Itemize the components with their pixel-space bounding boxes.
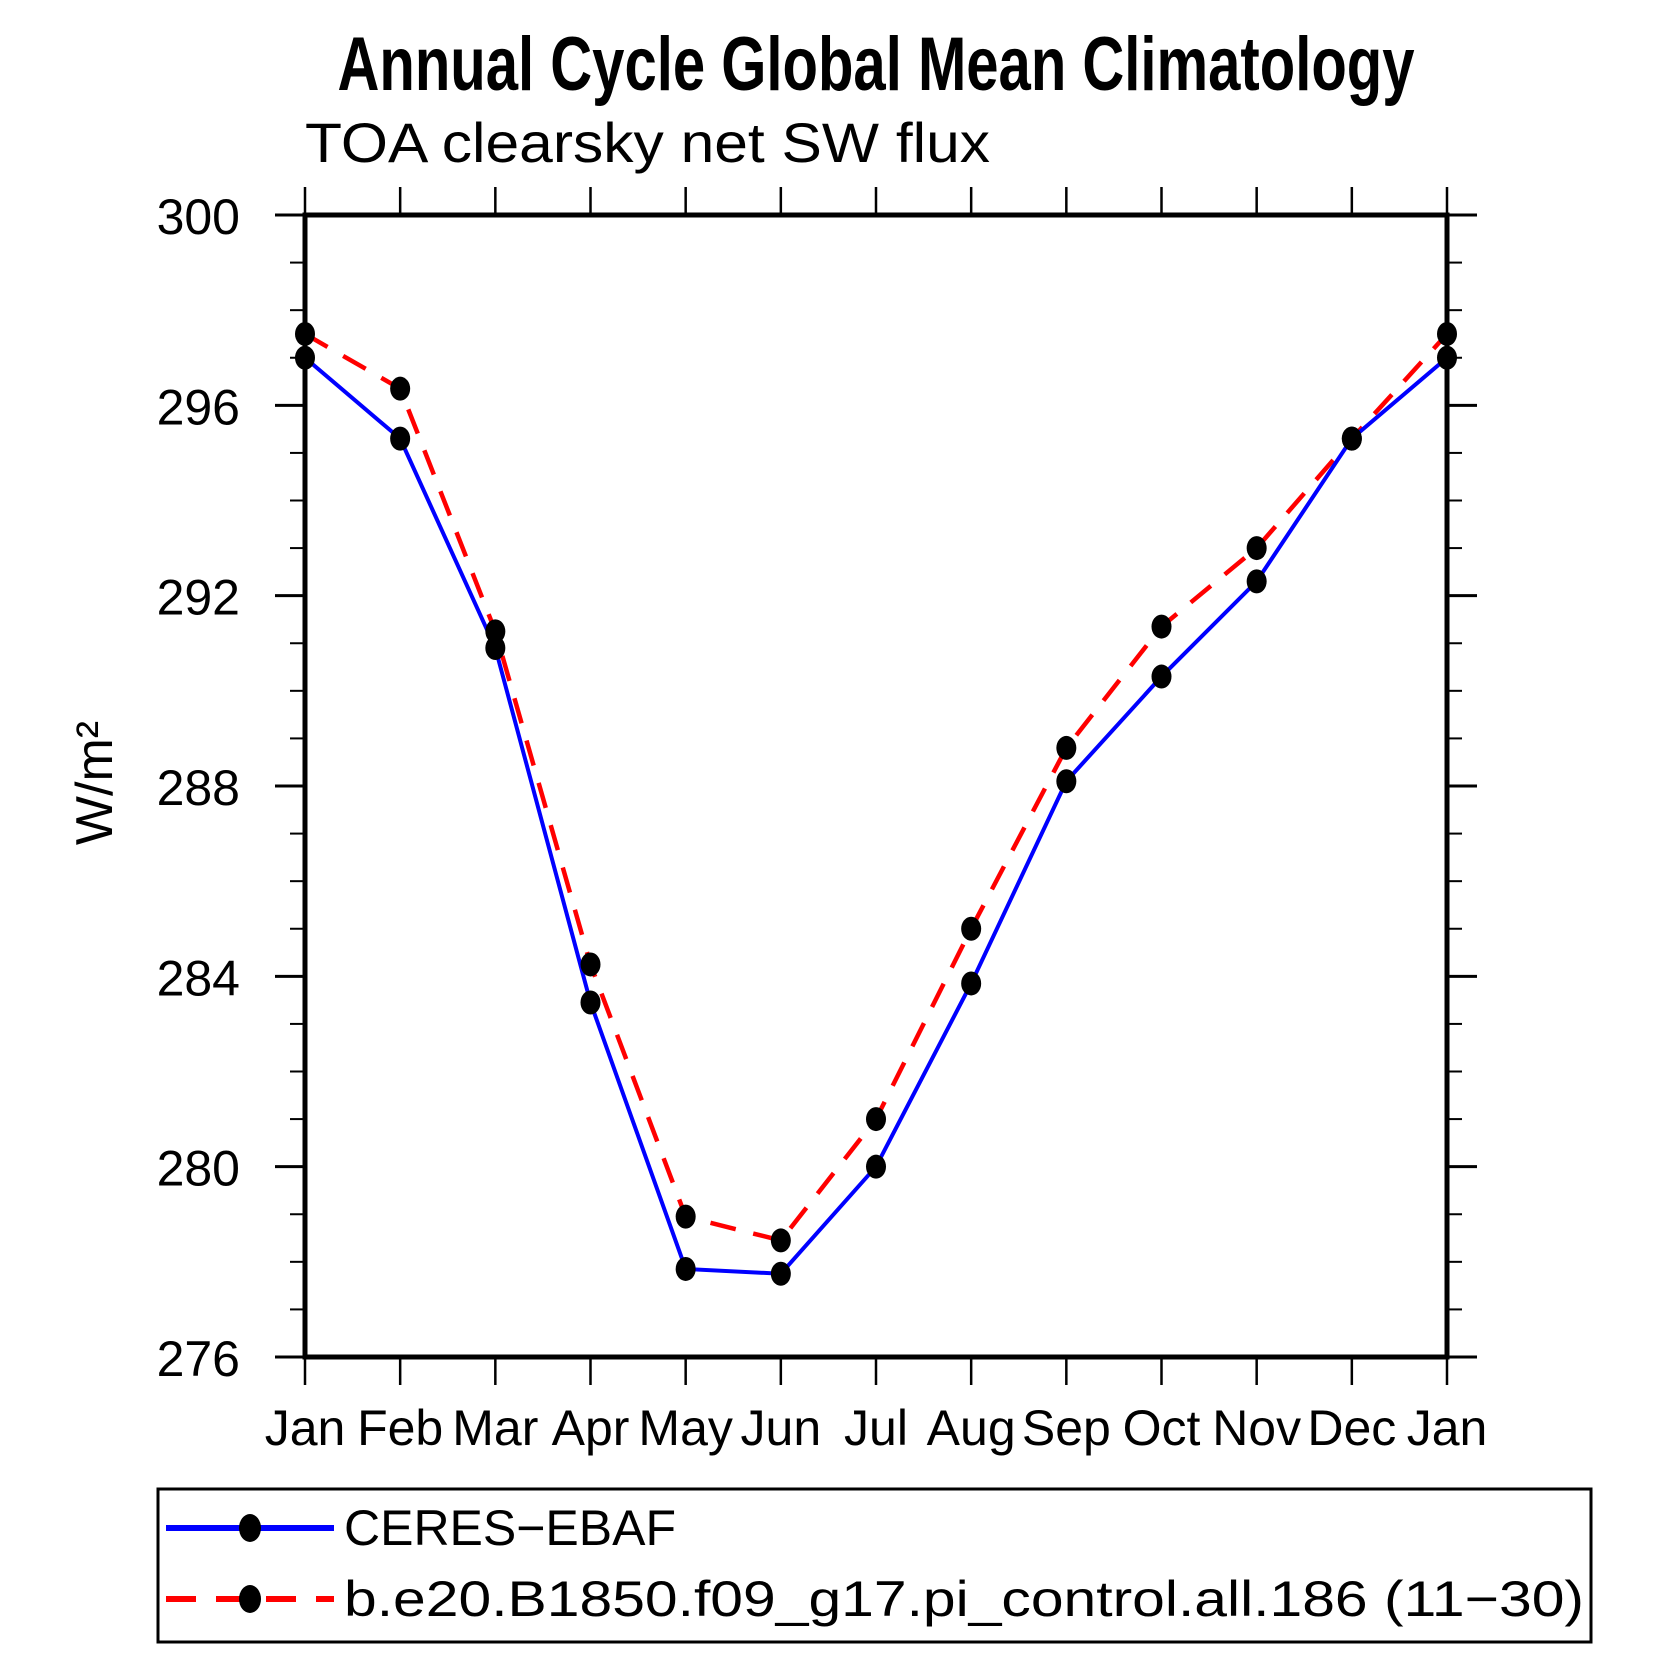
x-tick-label: May — [638, 1400, 732, 1456]
y-tick-label: 292 — [157, 570, 240, 626]
x-tick-label: Oct — [1123, 1400, 1201, 1456]
data-point-marker — [675, 1204, 696, 1229]
x-tick-label: Feb — [357, 1400, 443, 1456]
plot-area: Jan Feb Mar Apr May Jun Jul Aug Sep Oct Nov Dec Jan2… — [157, 187, 1488, 1456]
data-point-marker — [1437, 321, 1457, 346]
data-point-marker — [390, 426, 411, 451]
legend-marker — [239, 1514, 261, 1542]
data-point-marker — [1056, 735, 1077, 760]
x-tick-label: Jan — [265, 1400, 346, 1456]
data-point-marker — [1056, 769, 1077, 794]
data-point-marker — [580, 952, 601, 977]
data-point-marker — [1246, 536, 1267, 561]
data-point-marker — [770, 1261, 791, 1286]
data-point-marker — [295, 345, 315, 370]
data-point-marker — [1246, 569, 1267, 594]
data-point-marker — [1437, 345, 1457, 370]
x-tick-label: Mar — [452, 1400, 538, 1456]
data-point-marker — [295, 321, 315, 346]
y-axis-label: W/m² — [66, 721, 124, 845]
y-tick-label: 280 — [157, 1141, 240, 1197]
data-point-marker — [1341, 426, 1362, 451]
y-tick-label: 276 — [157, 1331, 240, 1387]
data-point-marker — [580, 990, 601, 1015]
x-tick-label: Jan — [1407, 1400, 1488, 1456]
y-tick-label: 300 — [157, 189, 240, 245]
data-point-marker — [485, 636, 506, 661]
data-point-marker — [485, 619, 506, 644]
data-point-marker — [770, 1228, 791, 1253]
y-tick-label: 284 — [157, 950, 240, 1006]
y-tick-label: 296 — [157, 379, 240, 435]
x-tick-label: Nov — [1212, 1400, 1301, 1456]
x-tick-label: Dec — [1307, 1400, 1396, 1456]
data-point-marker — [1151, 614, 1172, 639]
x-tick-label: Jul — [844, 1400, 908, 1456]
series-line-ceres-ebaf — [303, 356, 1449, 1276]
legend-label: b.e20.B1850.f09_g17.pi_control.all.186 (… — [344, 1571, 1584, 1627]
plot-frame — [302, 212, 1450, 1360]
x-tick-label: Apr — [552, 1400, 630, 1456]
x-tick-label: Jun — [741, 1400, 822, 1456]
chart-title: Annual Cycle Global Mean Climatology — [338, 22, 1415, 107]
legend-label: CERES−EBAF — [344, 1500, 676, 1556]
legend: CERES−EBAF b.e20.B1850.f09_g17.pi_control… — [156, 1487, 1593, 1644]
x-tick-label: Sep — [1022, 1400, 1111, 1456]
data-point-marker — [1151, 664, 1172, 689]
data-point-marker — [866, 1154, 886, 1179]
data-point-marker — [675, 1256, 696, 1281]
legend-marker — [239, 1585, 261, 1613]
data-point-marker — [390, 376, 411, 401]
series-line-model — [303, 332, 1449, 1243]
x-tick-label: Aug — [927, 1400, 1016, 1456]
data-point-marker — [961, 916, 982, 941]
data-point-marker — [866, 1107, 886, 1132]
data-point-marker — [961, 971, 982, 996]
y-tick-label: 288 — [157, 760, 240, 816]
chart-subtitle: TOA clearsky net SW flux — [305, 111, 990, 174]
legend-box — [156, 1487, 1593, 1644]
